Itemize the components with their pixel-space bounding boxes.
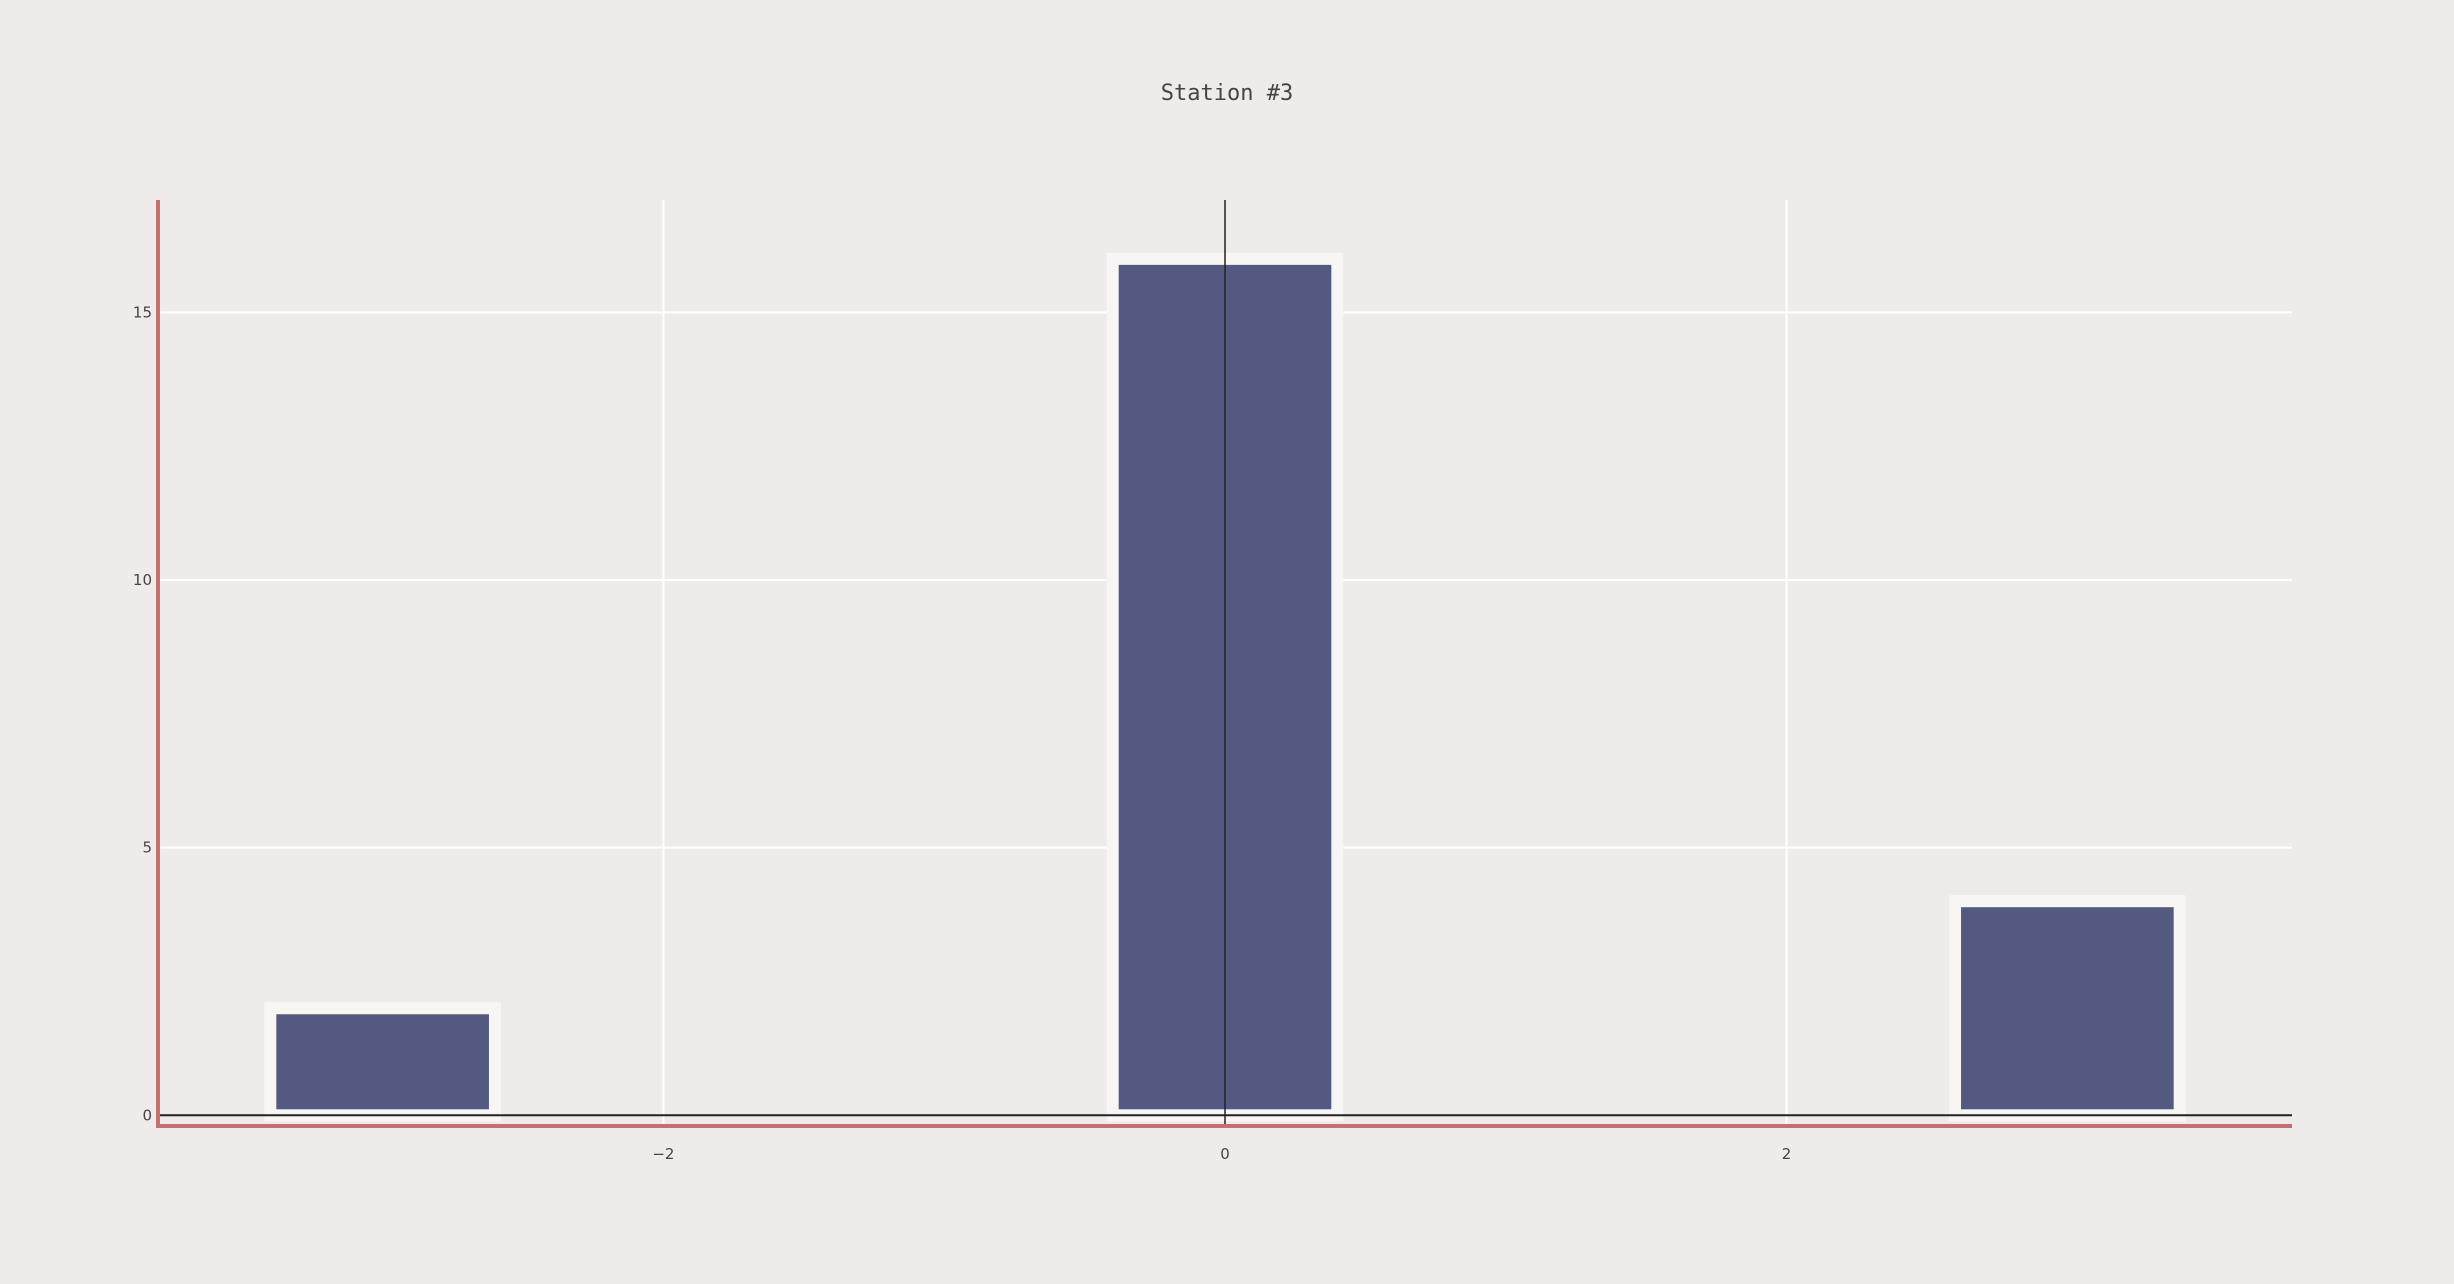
chart-title: Station #3 <box>1161 81 1293 106</box>
zero-lines <box>158 200 2292 1126</box>
bar <box>1949 895 2186 1122</box>
y-tick-label: 0 <box>142 1106 152 1124</box>
y-tick-label: 15 <box>133 303 152 321</box>
x-tick-label: 2 <box>1782 1145 1792 1163</box>
x-tick-label: −2 <box>652 1145 674 1163</box>
y-tick-labels: 0 5 10 15 <box>133 303 152 1124</box>
x-tick-label: 0 <box>1220 1145 1230 1163</box>
bar <box>264 1002 501 1122</box>
y-tick-label: 5 <box>142 839 152 857</box>
y-tick-label: 10 <box>133 571 152 589</box>
x-tick-labels: −2 0 2 <box>652 1145 1791 1163</box>
axis-lines <box>156 200 2292 1128</box>
